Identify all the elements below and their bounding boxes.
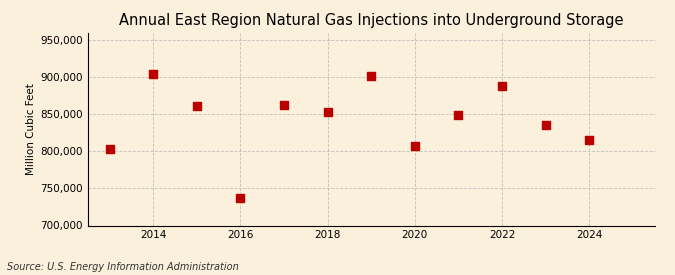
Point [104,147,115,152]
Y-axis label: Million Cubic Feet: Million Cubic Feet [26,83,36,175]
Text: Source: U.S. Energy Information Administration: Source: U.S. Energy Information Administ… [7,262,238,272]
Point [148,72,159,76]
Point [584,138,595,142]
Point [279,103,290,107]
Title: Annual East Region Natural Gas Injections into Underground Storage: Annual East Region Natural Gas Injection… [119,13,624,28]
Point [366,74,377,78]
Point [322,110,333,114]
Point [540,123,551,127]
Point [453,113,464,117]
Point [497,84,508,89]
Point [192,103,202,108]
Point [235,196,246,200]
Point [410,144,421,148]
